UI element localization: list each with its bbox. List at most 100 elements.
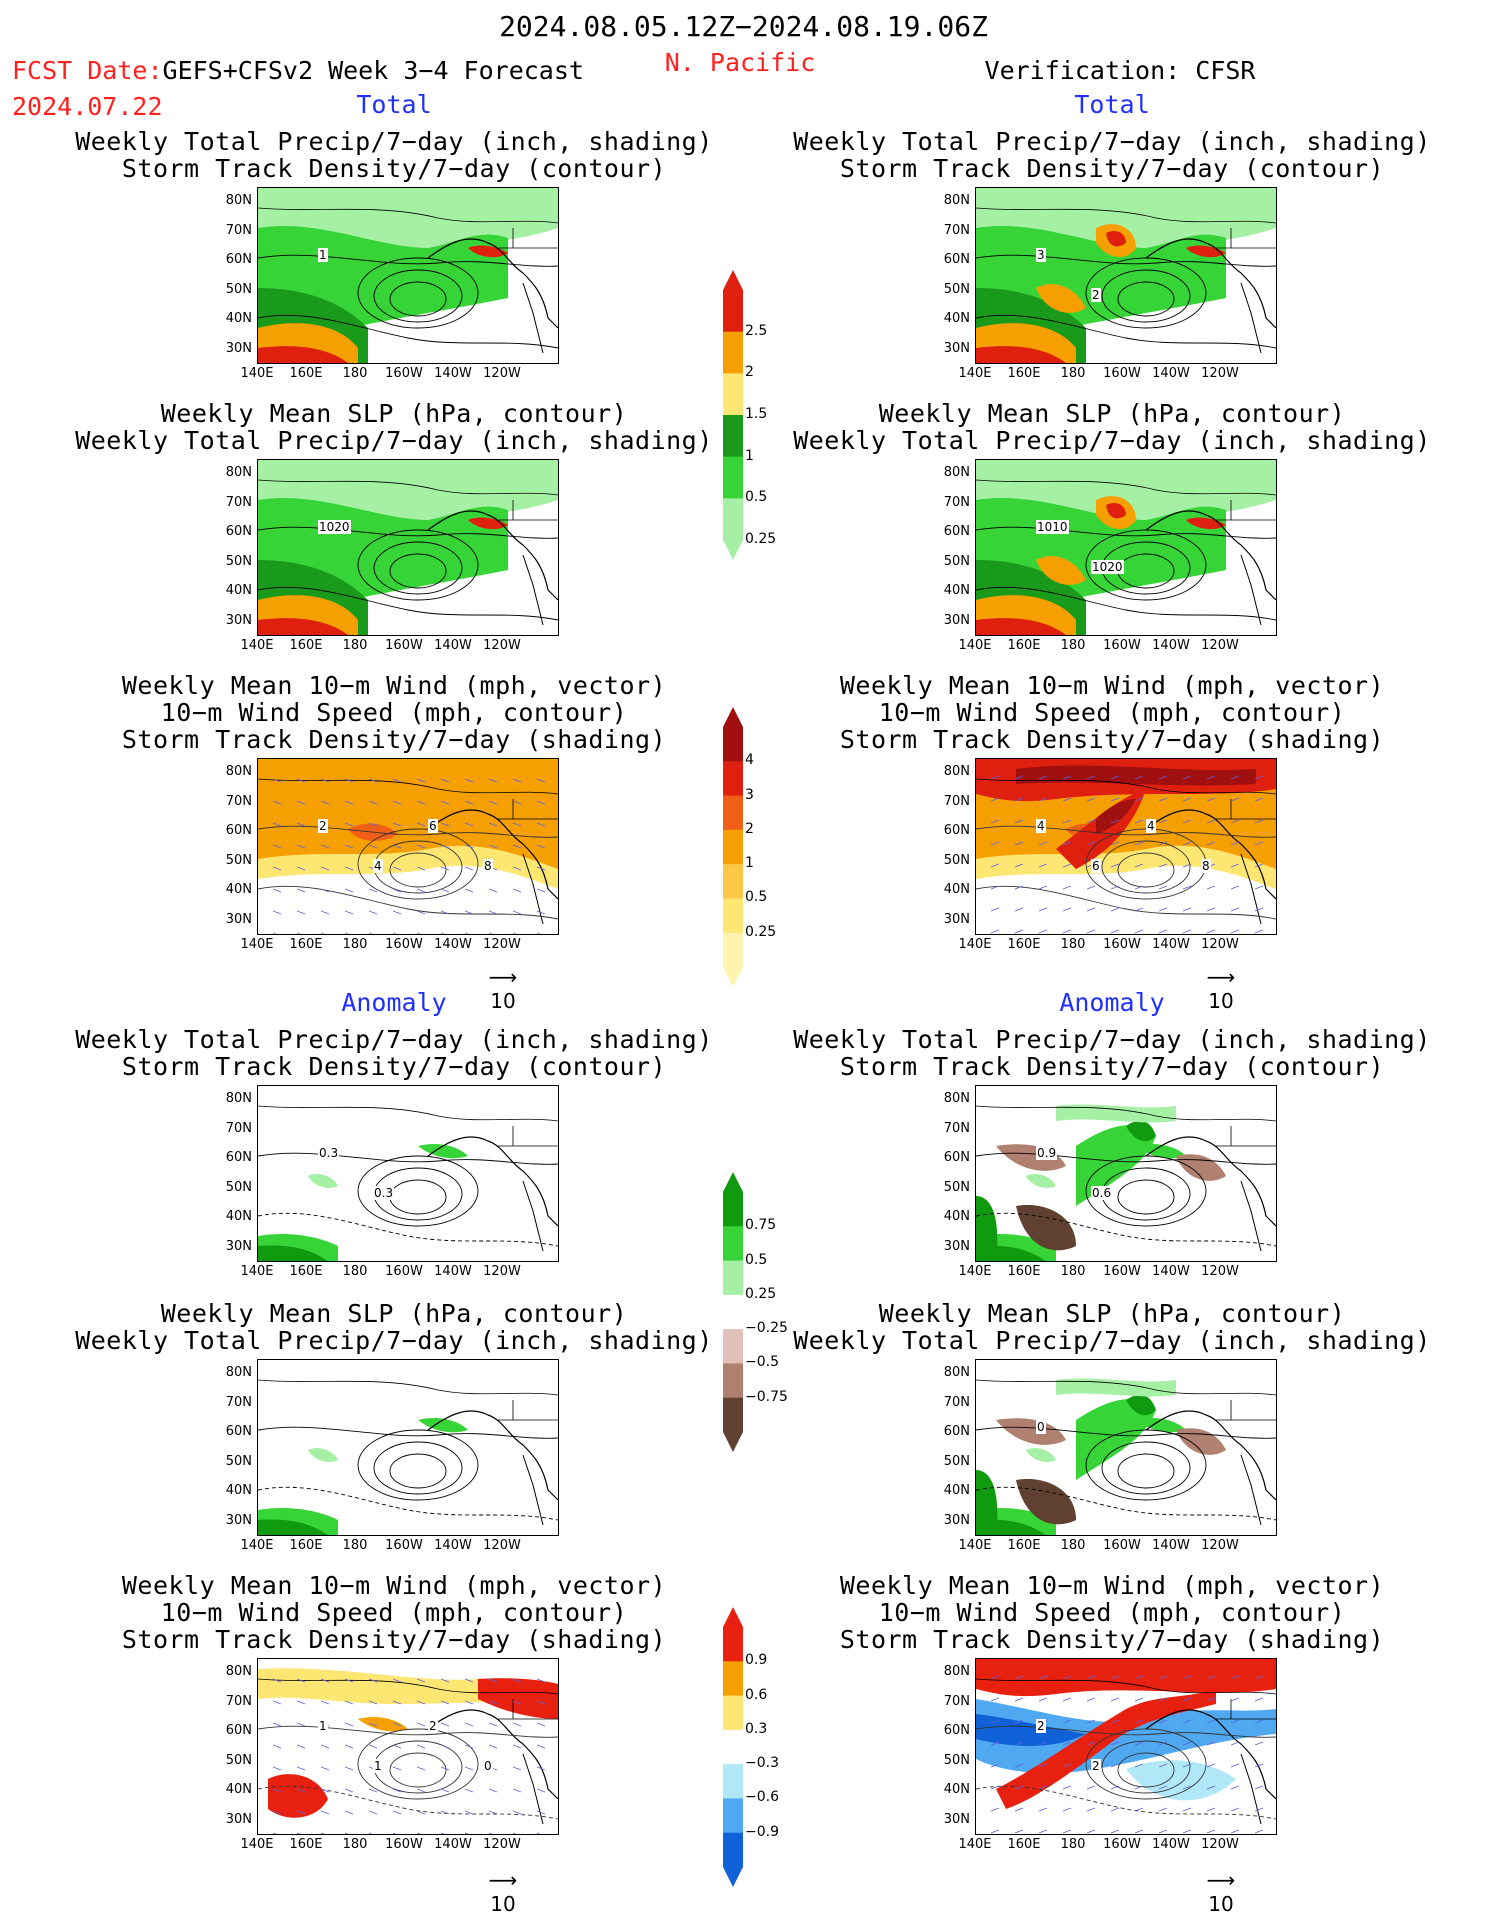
contour-label: 8 <box>1201 859 1211 873</box>
lat-tick: 40N <box>225 1209 252 1224</box>
lon-tick: 160E <box>289 366 323 381</box>
lon-tick: 140E <box>958 937 992 952</box>
lat-tick: 40N <box>943 583 970 598</box>
lon-tick: 180 <box>342 1538 368 1553</box>
lon-tick: 180 <box>1060 1538 1086 1553</box>
lat-tick: 30N <box>225 1811 252 1827</box>
map-a2-left <box>257 1359 559 1536</box>
contour-label: 0.6 <box>1091 1186 1113 1200</box>
lon-tick: 160W <box>1103 937 1141 952</box>
fcst-model: GEFS+CFSv2 Week 3−4 Forecast <box>162 56 584 85</box>
lat-tick: 60N <box>943 252 970 267</box>
map-t3-right: 4 6 4 8 <box>975 758 1277 935</box>
lat-tick: 60N <box>943 1424 970 1439</box>
lon-tick: 120W <box>483 1264 521 1279</box>
title-a3-right: Weekly Mean 10−m Wind (mph, vector) 10−m … <box>752 1572 1472 1653</box>
lon-tick: 160E <box>1007 366 1041 381</box>
lat-tick: 40N <box>225 1483 252 1498</box>
colorbar-label: 4 <box>745 752 754 769</box>
lat-tick: 50N <box>943 553 970 569</box>
colorbar-label: −0.5 <box>745 1354 779 1371</box>
colorbar-label: 0.25 <box>745 531 777 547</box>
lat-tick: 70N <box>225 494 252 510</box>
lon-tick: 160W <box>1103 638 1141 653</box>
colorbar-label: −0.9 <box>745 1823 779 1840</box>
lat-tick: 30N <box>225 612 252 628</box>
title-line: Storm Track Density/7−day (shading) <box>839 725 1385 754</box>
lon-tick: 140E <box>240 638 274 653</box>
lon-tick: 140W <box>434 1538 472 1553</box>
map-plot <box>976 1086 1276 1261</box>
lon-tick: 120W <box>1201 937 1239 952</box>
lon-tick: 140W <box>434 1837 472 1852</box>
lat-tick: 80N <box>943 1091 970 1106</box>
map-plot <box>976 1360 1276 1535</box>
lon-tick: 120W <box>1201 638 1239 653</box>
contour-label: 2 <box>1091 1759 1101 1773</box>
lat-tick: 60N <box>225 524 252 539</box>
title-line: Weekly Mean SLP (hPa, contour) <box>878 399 1346 428</box>
colorbar-storm_total <box>723 707 743 987</box>
lat-tick: 30N <box>225 1238 252 1254</box>
lon-tick: 120W <box>1201 1264 1239 1279</box>
title-line: 10−m Wind Speed (mph, contour) <box>878 698 1346 727</box>
lat-tick: 70N <box>225 222 252 238</box>
lon-tick: 140E <box>240 366 274 381</box>
lon-tick: 120W <box>483 937 521 952</box>
lat-tick: 50N <box>943 1179 970 1195</box>
contour-label: 6 <box>1091 859 1101 873</box>
lon-tick: 160E <box>1007 1837 1041 1852</box>
lat-tick: 80N <box>943 1664 970 1679</box>
lat-tick: 70N <box>225 1120 252 1136</box>
map-plot <box>976 759 1276 934</box>
lon-tick: 120W <box>483 366 521 381</box>
lat-tick: 40N <box>943 882 970 897</box>
colorbar-label: 2 <box>745 364 754 381</box>
lat-tick: 80N <box>225 1365 252 1380</box>
lat-tick: 40N <box>225 583 252 598</box>
lat-tick: 40N <box>225 311 252 326</box>
lat-tick: 70N <box>943 494 970 510</box>
contour-label: 0.3 <box>373 1186 395 1200</box>
title-line: Weekly Mean SLP (hPa, contour) <box>160 399 628 428</box>
lat-tick: 70N <box>943 1120 970 1136</box>
title-a2-right: Weekly Mean SLP (hPa, contour) Weekly Tot… <box>752 1300 1472 1354</box>
title-line: Storm Track Density/7−day (contour) <box>839 154 1385 183</box>
contour-label: 1020 <box>1091 560 1124 574</box>
vector-ref-a3-right: ⟶ 10 <box>1206 1868 1236 1916</box>
lat-tick: 60N <box>943 1723 970 1738</box>
title-line: Weekly Total Precip/7−day (inch, shading… <box>793 127 1431 156</box>
colorbar-label: 0.6 <box>745 1686 768 1703</box>
map-plot <box>258 460 558 635</box>
lat-tick: 50N <box>225 1179 252 1195</box>
lon-tick: 160E <box>289 937 323 952</box>
lon-tick: 140W <box>1152 1264 1190 1279</box>
contour-label: 1020 <box>318 520 351 534</box>
total-label-right: Total <box>1074 90 1150 119</box>
colorbar-label: 0.3 <box>745 1720 768 1737</box>
lat-tick: 40N <box>943 1209 970 1224</box>
anomaly-label-left: Anomaly <box>341 988 447 1017</box>
title-t2-right: Weekly Mean SLP (hPa, contour) Weekly Tot… <box>752 400 1472 454</box>
lon-tick: 140W <box>434 1264 472 1279</box>
contour-label: 8 <box>483 859 493 873</box>
lat-tick: 80N <box>943 764 970 779</box>
lon-tick: 160W <box>1103 1837 1141 1852</box>
contour-label: 4 <box>373 859 383 873</box>
title-line: Storm Track Density/7−day (shading) <box>839 1625 1385 1654</box>
lat-tick: 80N <box>943 193 970 208</box>
contour-label: 2 <box>318 819 328 833</box>
contour-label: 1 <box>373 1759 383 1773</box>
lon-tick: 160E <box>1007 937 1041 952</box>
lat-tick: 60N <box>225 1150 252 1165</box>
contour-label: 0 <box>483 1759 493 1773</box>
contour-label: 1 <box>318 1719 328 1733</box>
contour-label: 2 <box>1036 1719 1046 1733</box>
title-line: Weekly Mean 10−m Wind (mph, vector) <box>121 1571 667 1600</box>
contour-label: 4 <box>1036 819 1046 833</box>
lon-tick: 160W <box>385 1264 423 1279</box>
contour-label: 4 <box>1146 819 1156 833</box>
title-line: 10−m Wind Speed (mph, contour) <box>160 698 628 727</box>
lon-tick: 140W <box>1152 638 1190 653</box>
lon-tick: 140W <box>1152 1538 1190 1553</box>
